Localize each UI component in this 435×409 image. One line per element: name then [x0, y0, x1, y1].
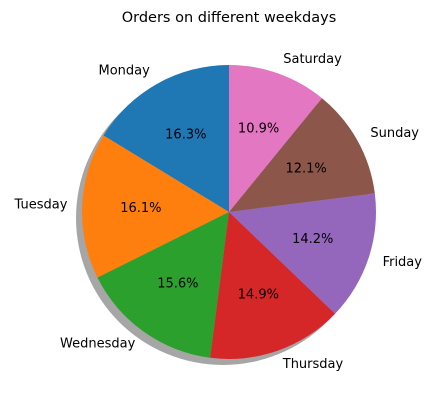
slice-percent-sunday: 12.1%: [285, 162, 326, 177]
slice-percent-monday: 16.3%: [165, 128, 206, 143]
pie-slice-tuesday: [81, 135, 229, 278]
pie-slice-sunday: [229, 98, 375, 212]
slice-label-monday: Monday: [99, 64, 151, 79]
pie-slices: [81, 65, 376, 359]
slice-percent-thursday: 14.9%: [238, 288, 279, 303]
slice-percent-friday: 14.2%: [292, 232, 333, 247]
slice-label-thursday: Thursday: [282, 357, 344, 372]
pie-slice-saturday: [229, 65, 322, 212]
pie-labels: Monday 16.3% Tuesday 16.1% Wednesday 15.6% Thu…: [14, 52, 423, 372]
pie-slice-monday: [103, 65, 229, 212]
slice-label-tuesday: Tuesday: [14, 198, 68, 213]
slice-percent-tuesday: 16.1%: [120, 201, 161, 216]
slice-label-saturday: Saturday: [283, 52, 342, 67]
slice-label-friday: Friday: [383, 255, 423, 270]
pie-slice-friday: [229, 193, 376, 314]
pie-slice-wednesday: [97, 212, 230, 358]
slice-label-wednesday: Wednesday: [60, 336, 136, 351]
pie-slice-thursday: [210, 212, 336, 359]
chart-title: Orders on different weekdays: [122, 10, 337, 26]
slice-label-sunday: Sunday: [370, 126, 419, 141]
slice-percent-saturday: 10.9%: [238, 121, 279, 136]
slice-percent-wednesday: 15.6%: [157, 276, 198, 291]
